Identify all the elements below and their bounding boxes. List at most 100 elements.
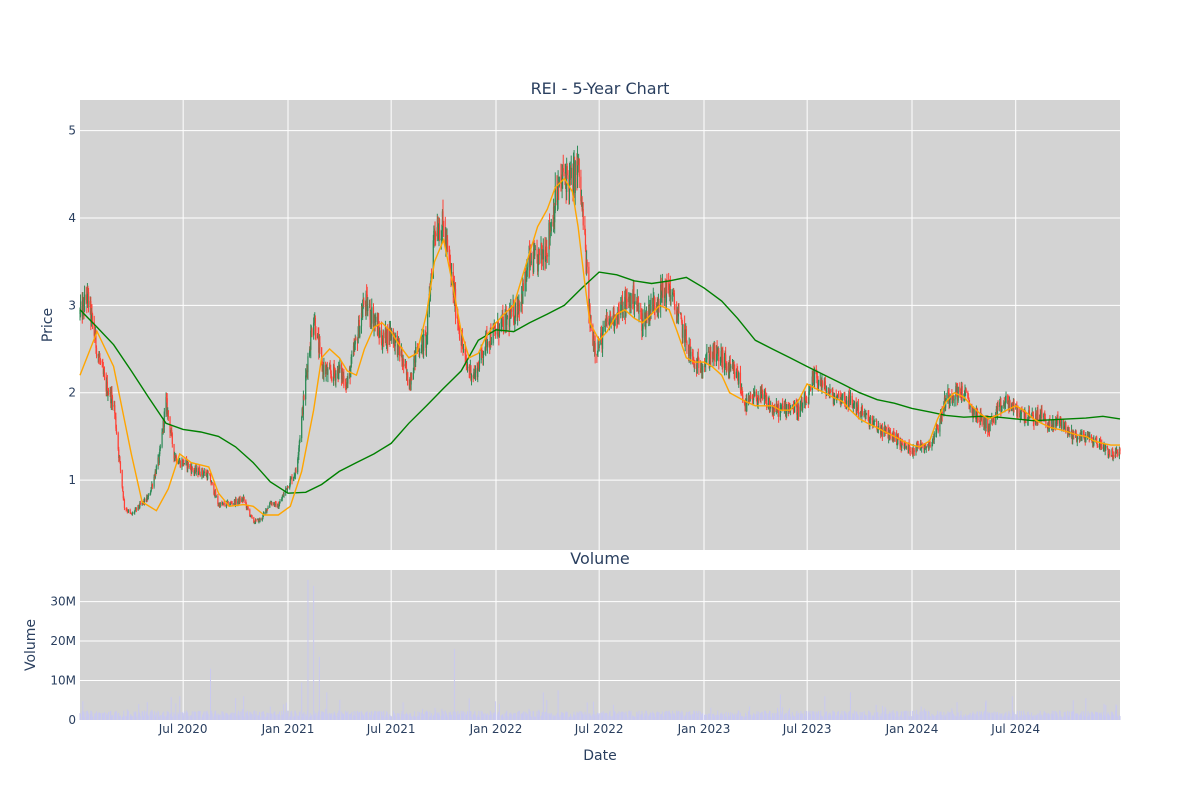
candle-body: [959, 386, 961, 393]
volume-bar: [263, 714, 265, 720]
volume-bar: [406, 716, 408, 720]
volume-bar: [349, 714, 351, 720]
candle-body: [1032, 412, 1034, 416]
volume-bar: [282, 714, 284, 720]
volume-bar: [470, 711, 472, 720]
candle-body: [354, 338, 356, 345]
candle-body: [967, 392, 969, 398]
candle-body: [114, 405, 116, 414]
volume-bar: [370, 712, 372, 720]
candle-body: [199, 468, 201, 475]
volume-bar: [167, 711, 169, 720]
candle-body: [151, 484, 153, 487]
volume-bar: [394, 712, 396, 720]
volume-bar: [725, 716, 727, 720]
candle-body: [751, 396, 754, 400]
volume-bar: [633, 716, 635, 720]
candle-body: [865, 413, 867, 420]
candle-body: [723, 356, 726, 368]
volume-bar: [1003, 714, 1005, 720]
candle-body: [1019, 416, 1021, 418]
volume-bar: [1056, 712, 1058, 720]
candle-body: [311, 329, 313, 336]
volume-bar: [235, 715, 237, 720]
candle-body: [379, 330, 381, 337]
volume-bar: [1064, 712, 1066, 720]
volume-bar: [92, 716, 94, 720]
candle-body: [633, 304, 636, 309]
volume-bar: [557, 712, 559, 720]
candle-body: [274, 502, 276, 506]
candle-body: [126, 509, 128, 512]
candle-body: [805, 402, 808, 403]
volume-bar: [533, 716, 535, 720]
candle-body: [714, 345, 716, 362]
volume-bar: [1015, 714, 1017, 720]
volume-bar: [732, 715, 734, 720]
volume-bar: [652, 712, 654, 720]
volume-bar: [298, 712, 300, 720]
volume-bar: [550, 712, 552, 720]
volume-bar: [1068, 716, 1070, 720]
volume-bar: [179, 712, 181, 720]
price-y-tick-label: 5: [68, 124, 76, 138]
candle-body: [91, 313, 94, 323]
candle-body: [945, 398, 947, 400]
candle-body: [1044, 415, 1046, 418]
volume-bar: [508, 716, 510, 720]
volume-bar: [243, 696, 245, 720]
volume-bar: [1016, 711, 1018, 720]
volume-bar: [612, 704, 614, 720]
volume-bar: [195, 711, 197, 720]
candle-body: [79, 310, 81, 315]
volume-bar: [876, 712, 878, 720]
volume-bar: [104, 712, 106, 720]
volume-bar: [465, 715, 467, 720]
volume-bar: [250, 712, 252, 720]
volume-bar: [893, 715, 895, 720]
volume-bar: [235, 698, 237, 720]
candle-body: [397, 338, 399, 356]
volume-bar: [837, 711, 839, 720]
volume-bar: [141, 711, 143, 720]
volume-bar: [253, 710, 255, 720]
candle-body: [681, 319, 683, 323]
candle-body: [101, 361, 103, 364]
volume-y-tick-label: 20M: [50, 634, 76, 648]
volume-bar: [912, 710, 914, 720]
candle-body: [706, 352, 708, 360]
candle-body: [191, 466, 193, 470]
candle-body: [319, 342, 321, 348]
volume-bar: [992, 713, 994, 720]
volume-bar: [365, 712, 367, 720]
candle-body: [251, 516, 253, 518]
candle-body: [617, 307, 619, 323]
volume-bar: [273, 713, 275, 720]
candle-body: [166, 397, 168, 399]
candle-body: [550, 221, 552, 232]
volume-bar: [742, 716, 744, 720]
candle-body: [885, 427, 887, 433]
volume-bar: [939, 713, 941, 720]
volume-bar: [339, 699, 341, 720]
volume-bar: [417, 711, 419, 720]
volume-bar: [209, 668, 211, 720]
candle-body: [897, 434, 899, 445]
volume-bar: [207, 712, 209, 720]
volume-bar: [592, 714, 594, 720]
volume-bar: [972, 711, 974, 720]
volume-bar: [198, 715, 200, 720]
candle-body: [134, 510, 136, 513]
x-tick-label: Jan 2023: [677, 722, 731, 736]
candle-body: [209, 473, 211, 476]
volume-bar: [1108, 715, 1110, 720]
candle-body: [307, 356, 309, 373]
volume-bar: [330, 714, 332, 720]
volume-bar: [964, 716, 966, 720]
volume-bar: [1088, 715, 1090, 720]
candle-body: [333, 365, 335, 373]
volume-bar: [570, 716, 572, 720]
candle-body: [897, 434, 899, 439]
x-tick-label: Jan 2022: [469, 722, 523, 736]
volume-bar: [423, 714, 425, 720]
